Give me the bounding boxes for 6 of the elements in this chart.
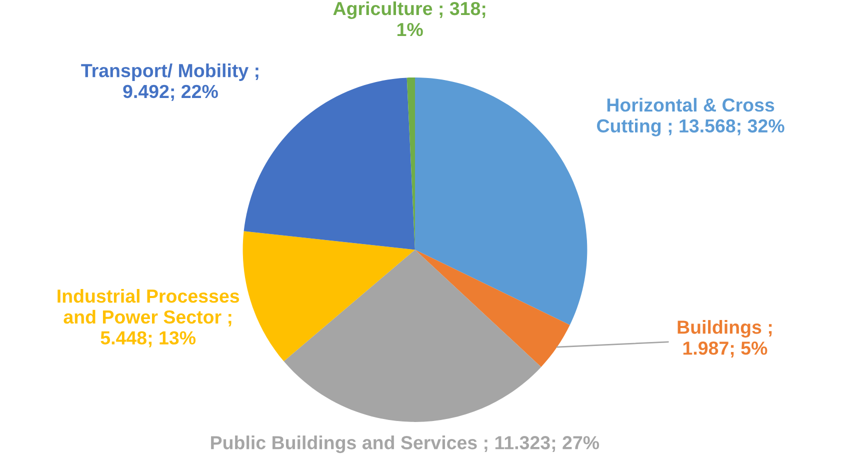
slice-label: Public Buildings and Services ; 11.323; 27%: [211, 436, 600, 454]
slice-label: Horizontal & Cross Cutting ; 13.568; 32%: [597, 98, 784, 136]
slice-label: Industrial Processes and Power Sector ; 5.448; 13%: [58, 288, 240, 348]
slice-label: Buildings ; 1.987; 5%: [678, 320, 772, 358]
slice-label: Agriculture ; 318; 1%: [333, 1, 486, 36]
slice-label: Transport/ Mobility ; 9.492; 22%: [81, 63, 258, 101]
